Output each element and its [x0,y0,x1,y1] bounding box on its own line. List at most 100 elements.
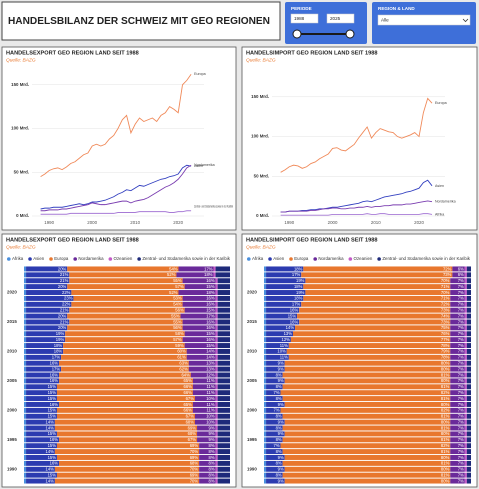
panel [1,46,237,231]
data-label: 7% [458,290,464,295]
bar-segment [215,366,218,372]
bar-segment [26,295,74,301]
bar-segment [284,360,451,366]
bar-segment [464,284,467,290]
dropdown[interactable] [377,14,471,26]
data-label: 9% [209,437,215,442]
bar-segment [464,384,467,390]
to-input[interactable] [326,13,355,24]
data-label: 66% [184,390,193,395]
bar-segment [264,443,267,449]
data-label: 67% [186,396,195,401]
bar-segment [192,384,216,390]
bar-segment [56,413,195,419]
data-label: 9% [209,431,215,436]
bar-segment [215,425,218,431]
legend-label: Asien [33,256,45,261]
y-tick-label: 150 Mrd. [11,82,29,87]
bar-segment [466,319,471,325]
bar-segment [266,331,293,337]
data-label: 68% [188,431,197,436]
data-label: 63% [179,361,188,366]
bar-segment [188,360,216,366]
slider-knob[interactable] [292,29,302,39]
data-label: 17% [206,313,215,318]
bar-segment [466,401,471,407]
bar-segment [284,478,451,484]
bar-segment [466,272,471,278]
bar-segment [194,419,216,425]
series-line [40,73,192,178]
data-label: 81% [441,472,450,477]
bar-segment [186,348,216,354]
bar-segment [266,466,285,472]
bar-segment [217,284,230,290]
data-label: 16% [50,461,59,466]
data-label: 80% [441,419,450,424]
bar-segment [24,295,27,301]
legend-swatch [313,257,317,261]
bar-segment [182,295,216,301]
bar-segment [26,413,57,419]
data-label: 59% [175,343,184,348]
chart-panel: HANDELSEXPORT GEO REGION LAND SEIT 1988Q… [1,233,237,488]
bar-segment [24,443,27,449]
bar-segment [26,337,66,343]
data-label: 7% [458,461,464,466]
bar-segment [284,455,451,460]
bar-segment [282,460,451,466]
data-label: 14% [206,355,215,360]
slider-knob[interactable] [345,29,355,39]
legend-swatch [28,257,32,261]
bar-segment [56,396,195,402]
data-label: 62% [179,366,188,371]
data-label: 16% [50,361,59,366]
data-label: 70% [190,467,199,472]
bar-segment [450,360,465,366]
data-label: 74% [441,313,450,318]
x-tick-label: 2010 [130,220,140,225]
data-label: 7% [458,449,464,454]
bar-segment [264,372,267,378]
bar-segment [213,266,216,272]
bar-segment [266,419,285,425]
periode-filter[interactable]: PERIODE 1988 2025 [285,2,367,44]
bar-segment [26,401,60,407]
bar-segment [24,460,27,466]
bar-segment [26,478,55,484]
data-label: 67% [186,414,195,419]
y-tick-label: 2005 [247,378,257,383]
bar-segment [280,443,451,449]
data-label: 65% [184,402,193,407]
bar-segment [466,325,471,331]
bar-segment [464,301,467,307]
data-label: 16% [290,319,299,324]
bar-segment [26,407,57,413]
bar-segment [466,307,471,313]
data-label: 7% [458,396,464,401]
bar-segment [215,478,218,484]
bar-segment [464,366,467,372]
data-label: 7% [273,390,279,395]
bar-segment [303,266,453,272]
data-label: 56% [175,307,184,312]
data-label: 9% [278,455,284,460]
series-line [40,164,192,210]
region-filter[interactable]: REGION & LAND Alle [372,2,476,44]
bar-segment [466,413,471,419]
bar-segment [264,472,267,478]
y-tick-label: 2015 [7,319,17,324]
bar-segment [264,449,267,455]
bar-segment [284,431,451,437]
bar-segment [215,449,218,455]
bar-segment [264,384,267,390]
data-label: 7% [458,455,464,460]
legend-swatch [7,257,11,261]
from-input[interactable] [290,13,319,24]
y-tick-label: 50 Mrd. [14,169,29,174]
data-label: 8% [276,414,282,419]
bar-segment [266,301,302,307]
bar-segment [24,372,27,378]
bar-segment [26,390,57,396]
bar-segment [450,425,465,431]
